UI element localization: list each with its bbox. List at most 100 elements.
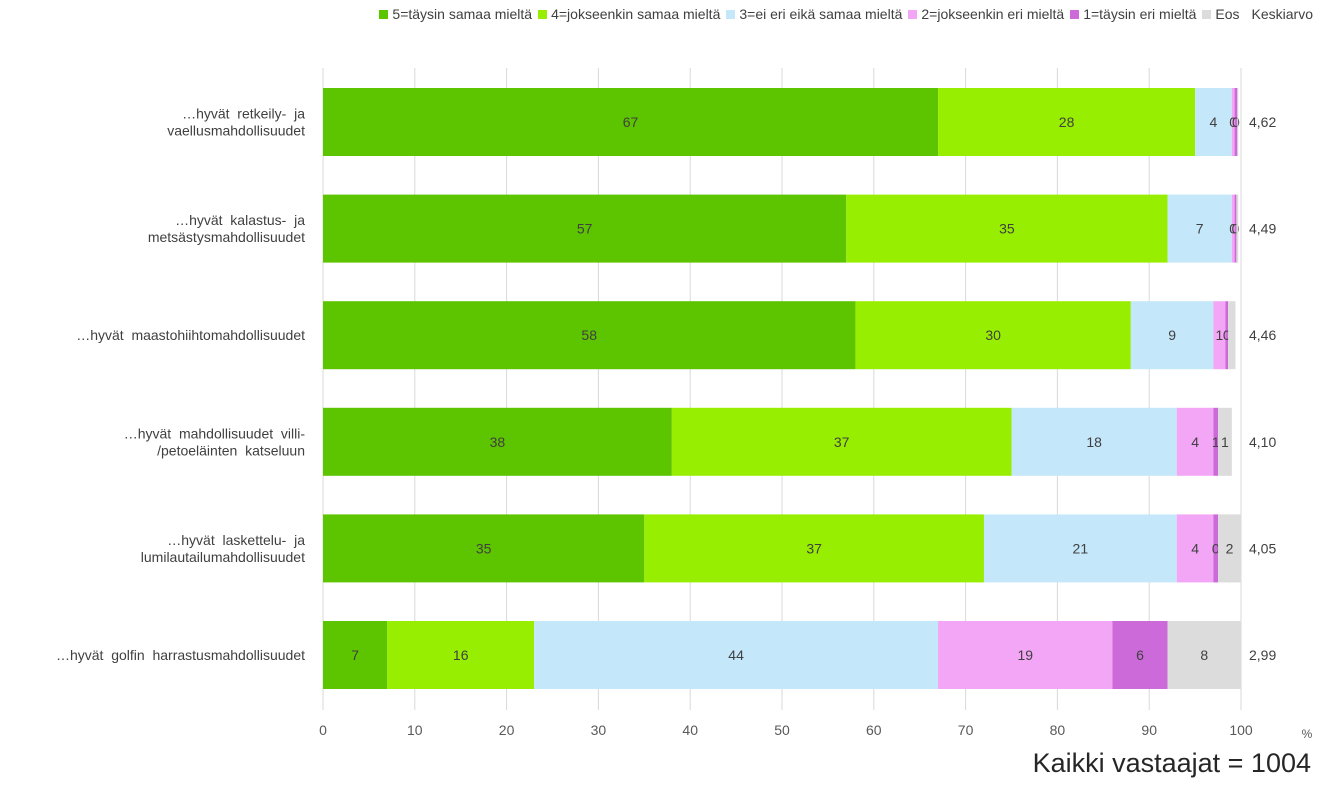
legend-swatch xyxy=(538,9,548,19)
bar-segment xyxy=(1112,621,1168,689)
bar-segment xyxy=(1011,407,1177,476)
legend-item: Eos xyxy=(1202,6,1240,22)
bar-segment xyxy=(1213,407,1219,476)
x-tick-label: 60 xyxy=(866,722,882,738)
legend-label: Eos xyxy=(1215,6,1240,22)
data-label: 16 xyxy=(453,647,469,663)
bar-segment xyxy=(938,621,1113,689)
bar-segment xyxy=(1228,301,1236,370)
data-label: 7 xyxy=(351,647,359,663)
bar-segment xyxy=(855,301,1131,370)
data-label: 4 xyxy=(1191,540,1199,556)
legend-item: 4=jokseenkin samaa mieltä xyxy=(538,6,720,22)
legend-swatch xyxy=(908,9,918,19)
bar-segment xyxy=(671,407,1012,476)
legend-label: 2=jokseenkin eri mieltä xyxy=(921,6,1065,22)
data-label: 57 xyxy=(577,221,593,237)
legend-swatch xyxy=(379,9,389,19)
data-label: 0 xyxy=(1229,221,1237,237)
mean-value: 2,99 xyxy=(1249,647,1276,663)
legend-mean-label: Keskiarvo xyxy=(1251,6,1313,22)
data-label: 28 xyxy=(1059,114,1075,130)
bar-segment xyxy=(846,194,1168,263)
x-tick-label: 70 xyxy=(958,722,974,738)
data-label: 35 xyxy=(476,540,492,556)
bar-segment xyxy=(1167,621,1241,689)
bar-segment xyxy=(1218,514,1241,583)
data-label: 0 xyxy=(1223,327,1231,343)
bar-segment xyxy=(1236,194,1239,263)
mean-value: 4,49 xyxy=(1249,221,1276,237)
category-label: lumilautailumahdollisuudet xyxy=(141,549,305,565)
category-label: …hyvät golfin harrastusmahdollisuudet xyxy=(56,647,305,663)
bar-segment xyxy=(1218,407,1232,476)
data-label: 58 xyxy=(581,327,597,343)
data-label: 7 xyxy=(1196,221,1204,237)
bar-segment xyxy=(938,88,1196,156)
bar-segment xyxy=(1225,301,1229,370)
data-label: 21 xyxy=(1073,540,1089,556)
x-tick-label: 20 xyxy=(499,722,515,738)
bar-segment xyxy=(323,88,939,156)
category-label: metsästysmahdollisuudet xyxy=(148,229,305,245)
legend-swatch xyxy=(1070,9,1080,19)
legend-label: 5=täysin samaa mieltä xyxy=(392,6,533,22)
bar-segment xyxy=(1234,194,1237,263)
data-label: 38 xyxy=(490,434,506,450)
data-label: 9 xyxy=(1168,327,1176,343)
data-label: 0 xyxy=(1232,114,1240,130)
bar-segment xyxy=(1231,194,1235,263)
x-tick-label: 30 xyxy=(591,722,607,738)
data-label: 19 xyxy=(1017,647,1033,663)
bar-segment xyxy=(1195,88,1232,156)
bar-segment xyxy=(1213,301,1226,370)
x-tick-label: 100 xyxy=(1229,722,1253,738)
data-label: 18 xyxy=(1086,434,1102,450)
category-label: vaellusmahdollisuudet xyxy=(167,123,305,139)
x-tick-label: 40 xyxy=(682,722,698,738)
bar-segment xyxy=(1176,407,1214,476)
data-label: 37 xyxy=(834,434,850,450)
bar-segment xyxy=(1130,301,1214,370)
legend-item: 3=ei eri eikä samaa mieltä xyxy=(726,6,902,22)
data-label: 35 xyxy=(999,221,1015,237)
mean-value: 4,10 xyxy=(1249,434,1276,450)
category-label: …hyvät maastohiihtomahdollisuudet xyxy=(76,327,305,343)
mean-value: 4,62 xyxy=(1249,114,1276,130)
legend-label: 1=täysin eri mieltä xyxy=(1083,6,1197,22)
data-label: 6 xyxy=(1136,647,1144,663)
data-label: 1 xyxy=(1221,434,1229,450)
category-label: /petoeläinten katseluun xyxy=(157,442,305,458)
legend-item: 2=jokseenkin eri mieltä xyxy=(908,6,1064,22)
bar-segment xyxy=(1176,514,1214,583)
mean-value: 4,46 xyxy=(1249,327,1276,343)
data-label: 44 xyxy=(728,647,744,663)
x-tick-label: 10 xyxy=(407,722,423,738)
bar-segment xyxy=(983,514,1177,583)
category-label: …hyvät retkeily- ja xyxy=(182,106,305,122)
data-label: 4 xyxy=(1191,434,1199,450)
x-tick-label: 50 xyxy=(774,722,790,738)
data-label: 8 xyxy=(1200,647,1208,663)
data-label: 1 xyxy=(1212,434,1220,450)
data-label: 0 xyxy=(1229,114,1237,130)
bar-segment xyxy=(323,407,672,476)
data-label: 37 xyxy=(806,540,822,556)
bar-segment xyxy=(323,301,856,370)
bar-segment xyxy=(534,621,939,689)
bar-segment xyxy=(323,194,847,263)
legend-swatch xyxy=(726,9,736,19)
bar-segment xyxy=(644,514,984,583)
chart-legend: 5=täysin samaa mieltä 4=jokseenkin samaa … xyxy=(373,6,1313,22)
x-tick-label: 0 xyxy=(319,722,327,738)
legend-item: 5=täysin samaa mieltä xyxy=(379,6,532,22)
legend-swatch xyxy=(1202,9,1212,19)
data-label: 67 xyxy=(623,114,639,130)
bar-segment xyxy=(387,621,535,689)
legend-label: 4=jokseenkin samaa mieltä xyxy=(551,6,721,22)
legend-label: 3=ei eri eikä samaa mieltä xyxy=(739,6,903,22)
x-tick-label: 90 xyxy=(1141,722,1157,738)
legend-item: 1=täysin eri mieltä xyxy=(1070,6,1196,22)
bar-segment xyxy=(1213,514,1219,583)
